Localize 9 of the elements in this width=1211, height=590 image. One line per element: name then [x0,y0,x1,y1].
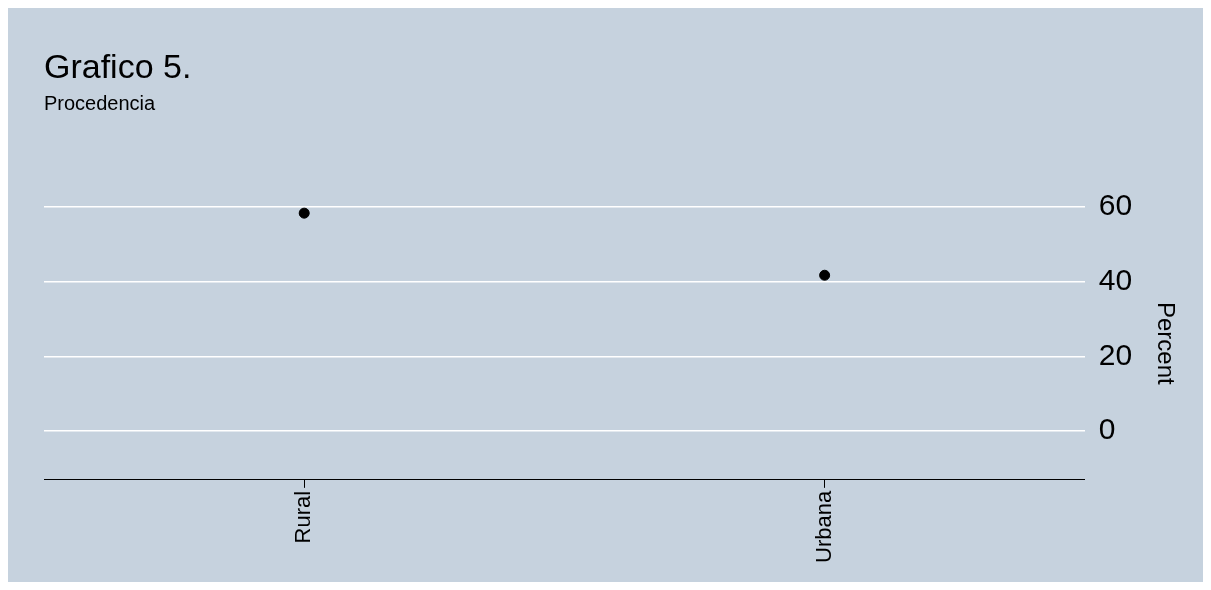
chart-title: Grafico 5. [44,46,192,85]
y-axis-title: Percent [1152,301,1180,386]
x-tick-label: Rural [290,490,316,544]
y-tick-label: 60 [1098,188,1133,222]
x-tick-label: Urbana [810,490,836,563]
chart-subtitle: Procedencia [44,92,157,115]
y-tick-label: 40 [1098,262,1133,296]
y-tick-label: 20 [1098,337,1133,371]
y-tick-label: 0 [1098,412,1116,446]
